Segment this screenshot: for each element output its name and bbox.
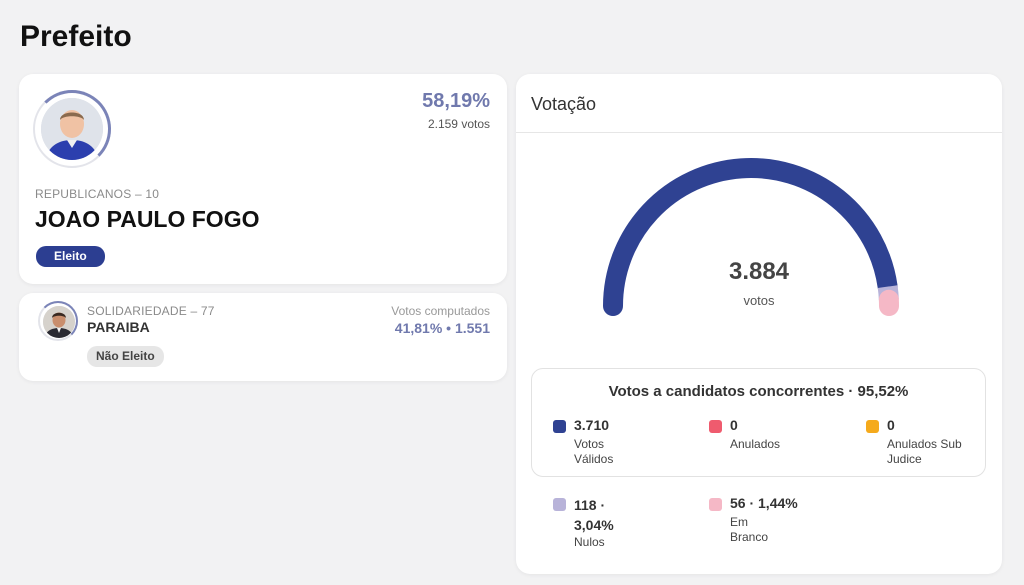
runner-up-candidate-card[interactable]: SOLIDARIEDADE – 77 PARAIBA Votos computa… [19, 293, 507, 381]
swatch-sub-judice [866, 420, 879, 433]
status-badge-nao-eleito: Não Eleito [87, 346, 164, 367]
stat-value: 56 · 1,44% [730, 495, 798, 511]
winner-votes: 2.159 votos [427, 117, 490, 131]
stat-label: Nulos [574, 535, 605, 549]
stat-label: Em Branco [730, 515, 769, 544]
person-photo-icon [43, 306, 75, 338]
swatch-anulados [709, 420, 722, 433]
computed-votes-label: Votos computados [391, 304, 490, 318]
concorrentes-title: Votos a candidatos concorrentes · 95,52% [608, 383, 909, 400]
stat-value: 3.710 [574, 417, 610, 433]
stat-label: Anulados Sub Judice [887, 437, 962, 466]
stat-value: 0 [730, 417, 738, 433]
votacao-card: Votação 3.884 votos Votos a candidatos c… [516, 74, 1002, 574]
status-badge-eleito: Eleito [36, 246, 105, 267]
person-photo-icon [41, 98, 103, 160]
gauge-segment-0 [603, 158, 898, 316]
page-title: Prefeito [20, 20, 132, 53]
winner-percent: 58,19% [422, 90, 490, 112]
swatch-validos [553, 420, 566, 433]
swatch-branco [709, 498, 722, 511]
gauge-unit: votos [743, 293, 775, 308]
computed-votes-value: 41,81% • 1.551 [394, 320, 490, 336]
stat-label: Anulados [730, 437, 781, 451]
winner-party: REPUBLICANOS – 10 [35, 187, 160, 201]
votacao-title: Votação [531, 94, 597, 114]
runner-up-party: SOLIDARIEDADE – 77 [87, 304, 215, 318]
divider [516, 132, 1002, 133]
gauge-total: 3.884 [728, 258, 790, 285]
stat-value: 0 [887, 417, 895, 433]
stat-label: Votos Válidos [574, 437, 614, 466]
winner-candidate-card[interactable]: 58,19% 2.159 votos REPUBLICANOS – 10 JOA… [19, 74, 507, 284]
runner-up-name: PARAIBA [87, 319, 150, 335]
stat-value: 118 · 3,04% [574, 497, 614, 533]
votes-gauge [603, 158, 899, 316]
concorrentes-box: Votos a candidatos concorrentes · 95,52%… [531, 368, 986, 477]
swatch-nulos [553, 498, 566, 511]
winner-avatar [33, 90, 111, 168]
winner-name: JOAO PAULO FOGO [35, 206, 260, 232]
runner-up-avatar [38, 301, 78, 341]
